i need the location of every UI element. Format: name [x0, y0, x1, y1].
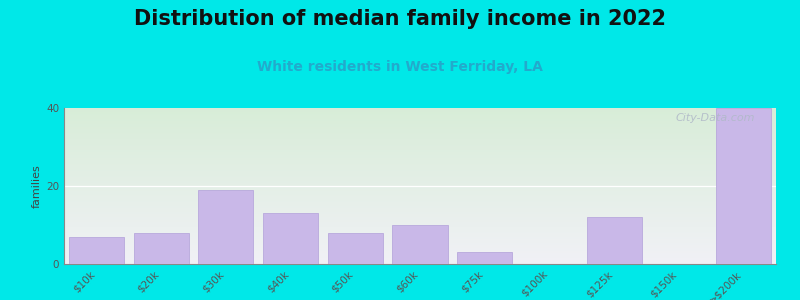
Bar — [458, 252, 512, 264]
Bar — [263, 213, 318, 264]
Bar — [586, 217, 642, 264]
Bar — [134, 233, 189, 264]
Bar — [393, 225, 447, 264]
Y-axis label: families: families — [32, 164, 42, 208]
Bar — [716, 108, 771, 264]
Bar — [198, 190, 254, 264]
Text: Distribution of median family income in 2022: Distribution of median family income in … — [134, 9, 666, 29]
Bar — [328, 233, 382, 264]
Bar — [69, 237, 124, 264]
Text: White residents in West Ferriday, LA: White residents in West Ferriday, LA — [257, 60, 543, 74]
Text: City-Data.com: City-Data.com — [675, 113, 754, 123]
